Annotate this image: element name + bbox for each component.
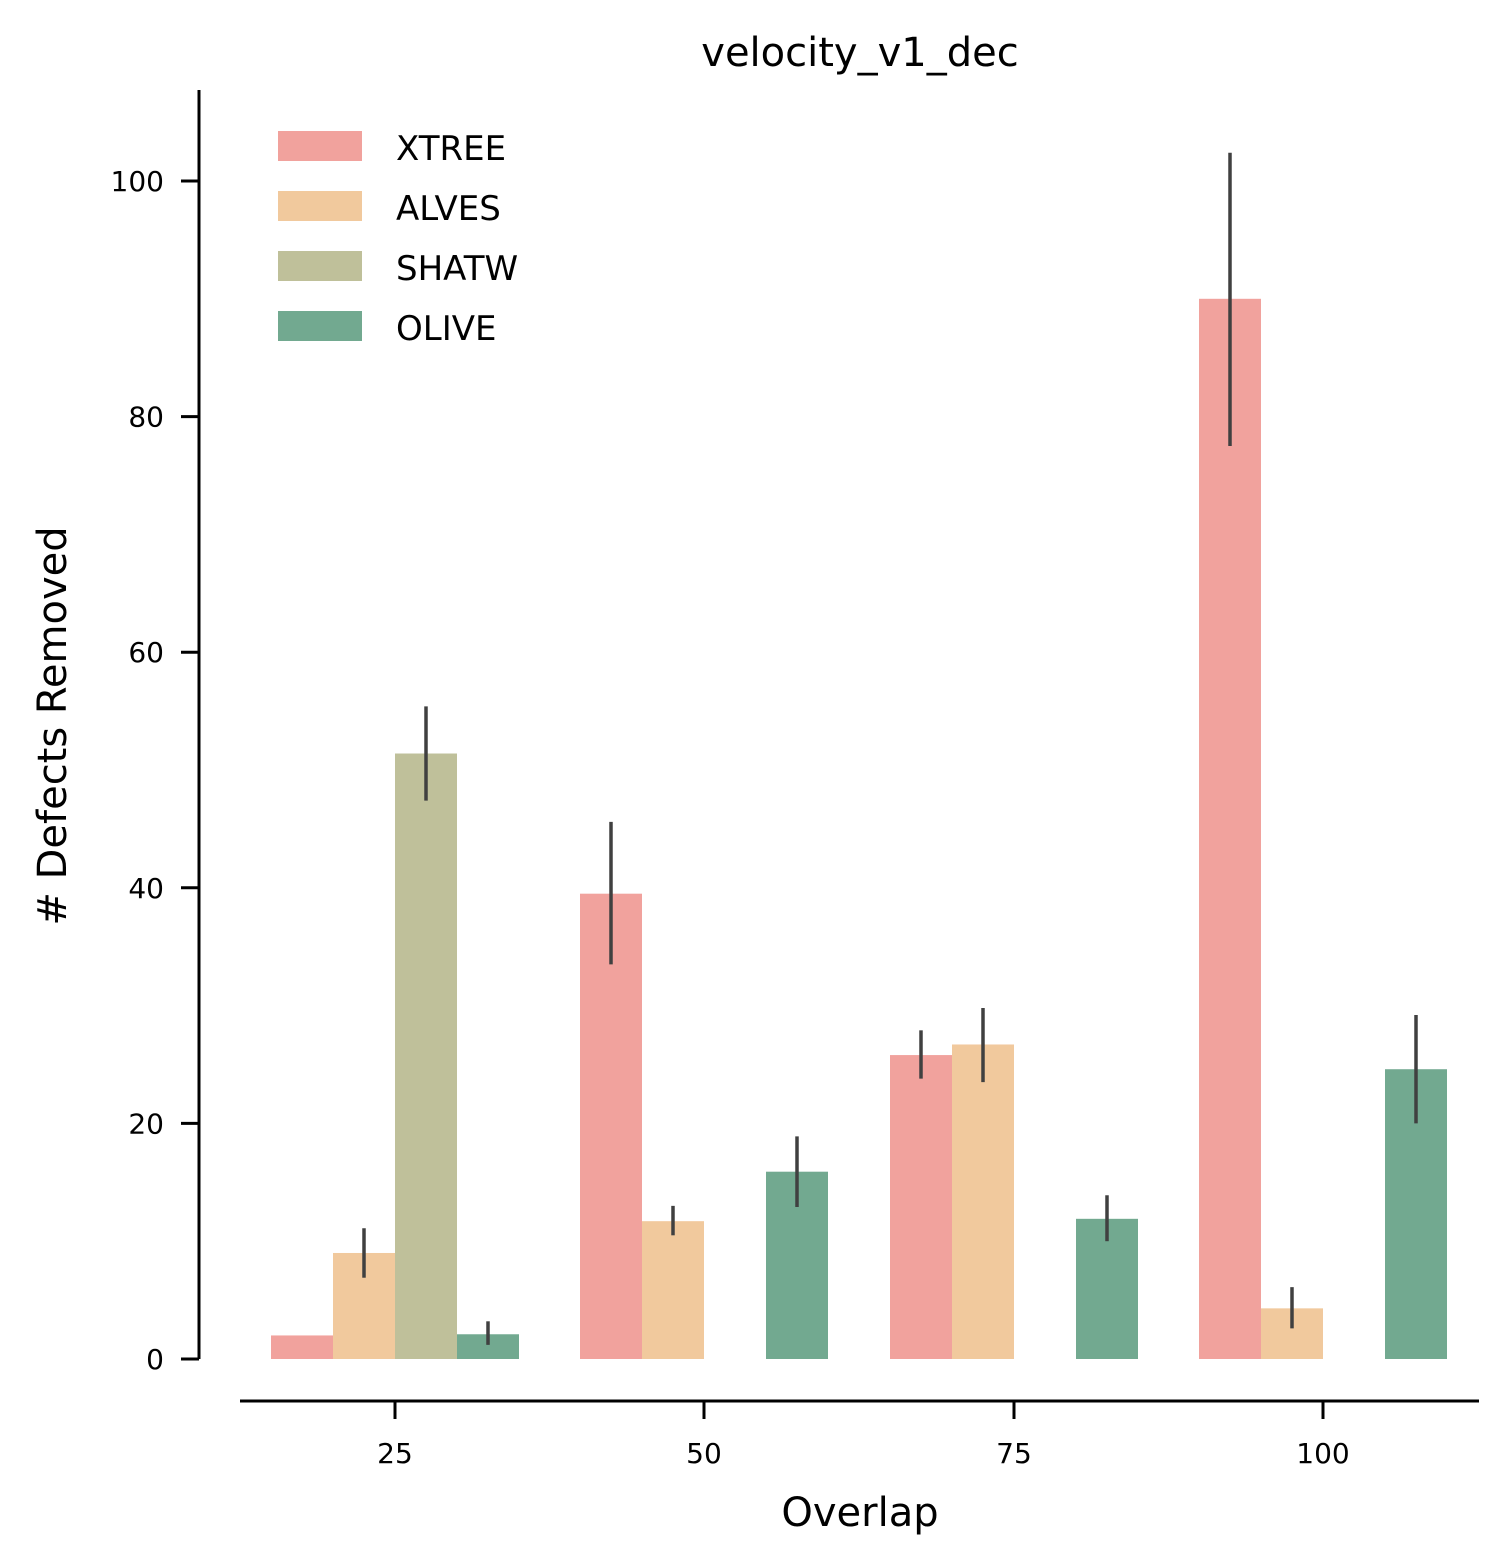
y-ticks-group: 0 20 40 60 80 100 [111,165,199,1376]
bar-xtree-75 [890,1055,952,1359]
x-tick-label-75: 75 [996,1437,1032,1470]
legend-swatch-olive [278,311,362,341]
y-tick-label-80: 80 [128,401,164,434]
x-axis-label: Overlap [781,1490,938,1536]
error-bars-group [362,152,1418,1345]
bar-alves-50 [642,1221,704,1359]
x-tick-label-100: 100 [1296,1437,1349,1470]
legend-label-olive: OLIVE [396,309,496,349]
legend-label-xtree: XTREE [396,129,506,169]
y-tick-label-40: 40 [128,872,164,905]
y-tick-label-0: 0 [146,1343,164,1376]
chart-title: velocity_v1_dec [701,30,1018,76]
bar-olive-75 [1076,1218,1138,1359]
legend-swatch-xtree [278,131,362,161]
legend-label-shatw: SHATW [396,249,518,289]
y-tick-label-60: 60 [128,636,164,669]
legend: XTREE ALVES SHATW OLIVE [278,129,518,349]
bar-xtree-100 [1199,298,1261,1359]
bar-shatw-25 [395,753,457,1359]
bar-alves-75 [952,1044,1014,1359]
legend-label-alves: ALVES [396,189,501,229]
y-tick-label-20: 20 [128,1107,164,1140]
y-axis-label: # Defects Removed [30,526,76,925]
x-ticks-group: 25 50 75 100 [377,1401,1350,1470]
legend-swatch-shatw [278,251,362,281]
x-tick-label-50: 50 [686,1437,722,1470]
legend-swatch-alves [278,191,362,221]
bars-group [271,298,1447,1359]
x-tick-label-25: 25 [377,1437,413,1470]
y-tick-label-100: 100 [111,165,164,198]
bar-xtree-50 [580,893,642,1359]
bar-xtree-25 [271,1335,333,1359]
